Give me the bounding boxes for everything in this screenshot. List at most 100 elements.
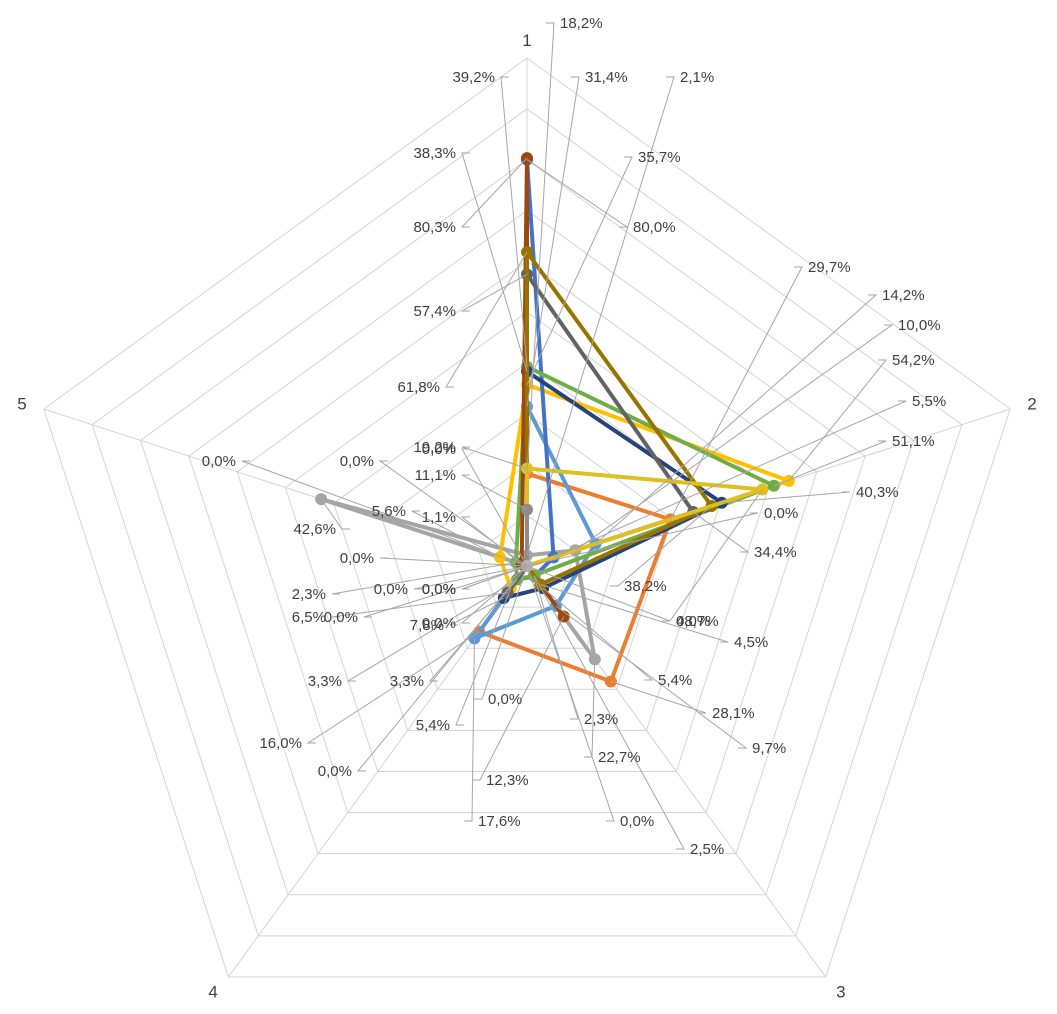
leader-lines [241,22,907,850]
data-label-s11-c2: 48,7% [676,613,719,630]
leader-s11-c1 [461,446,528,469]
leader-s8-c5 [460,516,522,565]
data-label-s4-c1: 35,7% [638,149,681,166]
axis-label-3: 3 [836,983,845,1002]
axis-label-4: 4 [208,983,217,1002]
data-label-s8-c3: 12,3% [486,772,529,789]
leader-s4-c3 [526,565,615,822]
data-label-s10-c1: 61,8% [397,379,440,396]
series-line-6 [513,364,776,582]
series-layer [315,152,795,688]
data-label-s8-c5: 1,1% [422,509,456,526]
data-label-s6-c3: 2,3% [584,711,618,728]
data-label-s4-c4: 5,4% [416,717,450,734]
leader-s7-c1 [461,152,528,372]
data-label-s2-c4: 17,6% [478,813,521,830]
data-label-s1-c3: 28,1% [712,705,755,722]
data-labels: 18,2% 31,4% 2,1% 35,7% 80,0% 39,2% 38,3% 80,3% 5… [202,15,946,858]
leader-s8-c2 [526,512,759,567]
data-label-s11-c3: 0,0% [676,613,710,630]
leader-s10-c5 [460,565,528,624]
leader-s1-c2 [670,266,803,520]
leader-s2-c2 [595,294,878,545]
leader-s5-c2 [553,400,907,558]
leader-s4-c5 [411,510,501,558]
leader-s1-c4 [306,631,480,744]
data-label-s4-c5: 5,6% [372,503,406,520]
leader-s4-c4 [455,588,512,726]
leader-s10-c2 [610,505,712,587]
axis-label-1: 1 [522,31,531,50]
leader-s8-c3 [472,616,565,781]
grid-ring-6 [236,260,818,814]
leader-s5-c1 [526,159,629,228]
leader-s10-c4 [413,565,528,590]
data-label-s2-c5: 0,0% [340,453,374,470]
data-label-s8-c1: 80,3% [413,219,456,236]
leader-s12-c1 [461,474,528,511]
data-label-s2-c3: 9,7% [752,740,786,757]
leader-s6-c1 [500,76,528,367]
leader-s7-c3 [542,587,654,681]
leader-s5-c4 [346,579,518,682]
data-label-s3-c5: 42,6% [293,521,336,538]
leader-s2-c5 [378,460,528,567]
leader-s5-c5 [379,557,528,567]
data-label-s1-c4: 16,0% [259,735,302,752]
leader-s10-c1 [445,251,528,388]
leader-s2-c1 [526,76,580,407]
data-label-s7-c2: 40,3% [856,484,899,501]
data-label-s5-c3: 2,5% [690,841,724,858]
data-label-s9-c5: 0,0% [422,581,456,598]
leader-s2-c3 [555,605,748,749]
leader-s7-c4 [449,597,504,626]
leader-s1-c5 [241,460,528,567]
data-label-s2-c1: 31,4% [585,69,628,86]
leader-s11-c3 [526,565,671,622]
leader-s9-c5 [461,565,528,590]
leader-s3-c5 [320,498,350,530]
leader-s9-c1 [460,273,528,312]
grid-ring-7 [188,209,866,855]
data-label-s2-c2: 14,2% [882,287,925,304]
leader-s8-c1 [460,157,528,228]
data-label-s6-c1: 39,2% [452,69,495,86]
data-label-s10-c2: 38,2% [624,578,667,595]
leader-s4-c2 [788,359,888,482]
leader-s9-c4 [331,592,508,618]
leader-s10-c3 [540,584,729,643]
data-label-s7-c3: 5,4% [658,672,692,689]
data-label-s10-c5: 0,0% [422,615,456,632]
leader-s13-c1 [461,448,528,567]
data-label-s12-c1: 11,1% [415,467,456,484]
leader-s9-c3 [474,565,528,700]
data-label-s7-c4: 7,8% [410,617,444,634]
data-label-s3-c4: 0,0% [318,763,352,780]
leader-s6-c2 [773,440,887,487]
data-label-s6-c2: 51,1% [892,433,935,450]
leader-s7-c5 [363,565,528,618]
data-label-s1-c1: 18,2% [560,15,603,32]
data-label-s3-c1: 2,1% [680,69,714,86]
leader-s1-c3 [610,681,707,714]
leader-s3-c2 [575,324,894,551]
data-label-s1-c5: 0,0% [202,453,236,470]
data-label-s10-c4: 0,0% [374,581,408,598]
leader-s4-c1 [526,156,633,385]
grid-ring-10 [43,57,1011,978]
data-label-s3-c3: 22,7% [598,749,641,766]
data-label-s8-c2: 0,0% [764,505,798,522]
data-label-s6-c5: 2,3% [292,586,326,603]
data-label-s13-c1: 0,0% [422,441,456,458]
data-label-s9-c3: 0,0% [488,691,522,708]
grid-ring-9 [91,108,963,937]
data-label-s8-c4: 0,0% [422,581,456,598]
data-label-s5-c1: 80,0% [633,219,676,236]
data-label-s5-c2: 5,5% [912,393,946,410]
leader-s2-c4 [464,638,475,822]
data-label-s3-c2: 10,0% [898,317,941,334]
data-label-s4-c2: 54,2% [892,352,935,369]
axis-label-5: 5 [17,394,26,413]
